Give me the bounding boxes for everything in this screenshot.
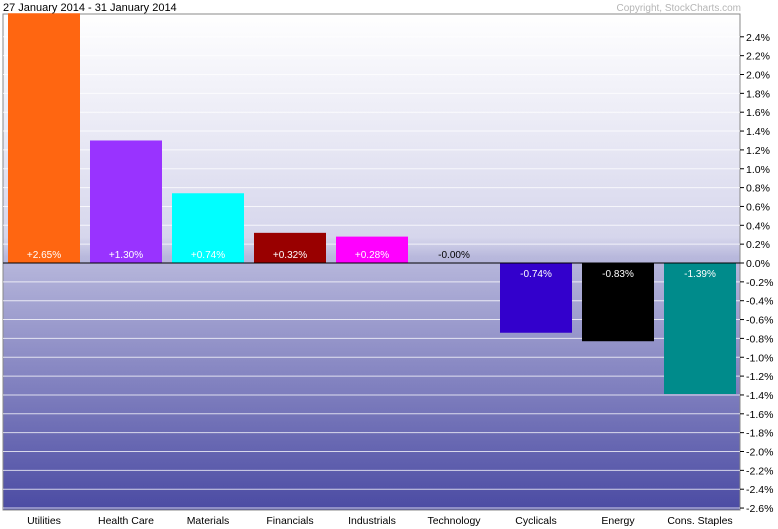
x-category-label: Materials [187,515,230,527]
x-category-label: Energy [601,515,635,527]
bar-value-label: -0.00% [438,250,470,261]
bars: +2.65% +1.30% +0.74% +0.32% +0.28% -0.00% -0.7… [8,13,736,395]
bar [90,140,162,263]
bar-value-label: +0.28% [355,250,389,261]
y-tick-label: -0.4% [746,296,773,308]
y-tick-label: 0.4% [746,220,770,232]
y-tick-label: 1.8% [746,88,770,100]
y-tick-label: -0.2% [746,277,773,289]
x-category-label: Cyclicals [515,515,556,527]
bar [664,263,736,395]
y-tick-label: -0.6% [746,315,773,327]
bar [254,232,326,263]
y-tick-label: 2.4% [746,32,770,44]
y-tick-label: 1.6% [746,107,770,119]
bar [582,263,654,342]
bar-value-label: +0.32% [273,250,307,261]
x-axis-categories: Utilities Health Care Materials Financials I… [27,515,733,527]
bar-value-label: -0.83% [602,269,634,280]
y-tick-label: 1.2% [746,145,770,157]
bar [8,13,80,263]
x-category-label: Industrials [348,515,396,527]
y-tick-label: 0.8% [746,183,770,195]
y-tick-label: -2.4% [746,484,773,496]
bar [500,263,572,333]
x-category-label: Health Care [98,515,154,527]
y-tick-label: -1.8% [746,428,773,440]
bar-value-label: +1.30% [109,250,143,261]
y-tick-label: 0.2% [746,239,770,251]
copyright-notice: Copyright, StockCharts.com [617,3,742,14]
y-tick-label: -1.2% [746,371,773,383]
bar-value-label: -0.74% [520,269,552,280]
y-tick-label: -2.0% [746,447,773,459]
bar [172,193,244,263]
y-tick-label: -0.8% [746,333,773,345]
y-tick-label: -1.4% [746,390,773,402]
bar [336,236,408,263]
bar-value-label: -1.39% [684,269,716,280]
y-tick-label: 0.6% [746,201,770,213]
x-category-label: Technology [427,515,481,527]
bar-value-label: +2.65% [27,250,61,261]
y-tick-label: -2.2% [746,465,773,477]
y-tick-label: -2.6% [746,503,773,515]
y-tick-label: -1.6% [746,409,773,421]
bar-value-label: +0.74% [191,250,225,261]
x-category-label: Financials [266,515,313,527]
y-tick-label: 1.0% [746,164,770,176]
y-tick-label: 0.0% [746,258,770,270]
y-tick-label: 2.2% [746,51,770,63]
x-category-label: Cons. Staples [667,515,732,527]
x-category-label: Utilities [27,515,61,527]
y-tick-label: 1.4% [746,126,770,138]
chart-title: 27 January 2014 - 31 January 2014 [3,2,177,14]
y-axis-ticks: 2.4% 2.2% 2.0% 1.8% 1.6% 1.4% 1.2% 1.0% 0.8% 0.6%… [740,32,773,515]
y-tick-label: 2.0% [746,70,770,82]
y-tick-label: -1.0% [746,352,773,364]
